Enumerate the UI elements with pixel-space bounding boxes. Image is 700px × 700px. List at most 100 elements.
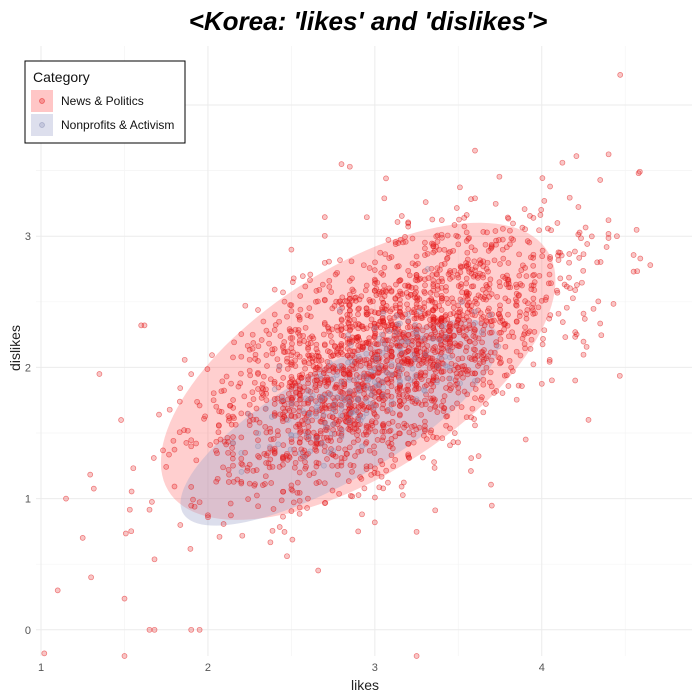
- data-point: [278, 497, 285, 504]
- data-point: [321, 296, 328, 303]
- data-point: [301, 358, 308, 364]
- data-point: [464, 249, 471, 256]
- data-point: [366, 447, 373, 454]
- data-point: [517, 281, 524, 287]
- data-point: [306, 305, 313, 311]
- data-point: [328, 289, 335, 295]
- data-point: [439, 234, 445, 241]
- data-point: [434, 409, 441, 415]
- data-point: [215, 429, 222, 436]
- data-point: [457, 380, 463, 387]
- data-point: [481, 347, 487, 353]
- data-point: [292, 432, 299, 439]
- data-point: [360, 431, 367, 438]
- data-point: [346, 376, 353, 383]
- data-point: [423, 436, 430, 442]
- data-point: [280, 344, 286, 351]
- data-point: [605, 217, 612, 224]
- data-point: [410, 352, 416, 358]
- data-point: [309, 417, 315, 424]
- data-point: [429, 216, 436, 223]
- data-point: [388, 320, 395, 326]
- data-point: [430, 325, 437, 331]
- data-point: [497, 336, 504, 343]
- data-point: [549, 377, 555, 384]
- data-point: [433, 369, 439, 375]
- data-point: [362, 287, 369, 294]
- data-point: [385, 392, 391, 399]
- data-point: [346, 347, 353, 354]
- data-point: [540, 336, 546, 342]
- data-point: [412, 372, 419, 379]
- data-point: [342, 298, 348, 304]
- data-point: [329, 487, 336, 494]
- data-point: [478, 396, 484, 403]
- data-point: [405, 451, 412, 458]
- data-point: [440, 408, 447, 414]
- data-point: [422, 290, 428, 296]
- data-point: [522, 298, 528, 304]
- data-point: [419, 327, 426, 334]
- data-point: [563, 283, 570, 290]
- data-point: [288, 402, 295, 408]
- data-point: [313, 298, 319, 305]
- data-point: [393, 281, 399, 288]
- data-point: [405, 284, 412, 290]
- data-point: [605, 231, 612, 237]
- data-point: [288, 246, 295, 253]
- data-point: [246, 480, 253, 487]
- data-point: [366, 335, 373, 341]
- data-point: [301, 338, 308, 344]
- data-point: [252, 356, 259, 362]
- data-point: [444, 413, 451, 419]
- data-point: [338, 332, 345, 338]
- data-point: [443, 287, 449, 294]
- data-point: [323, 434, 330, 441]
- data-point: [486, 281, 493, 288]
- data-point: [439, 375, 446, 382]
- data-point: [388, 398, 395, 405]
- data-point: [383, 307, 389, 313]
- data-point: [404, 375, 411, 382]
- data-point: [563, 304, 570, 311]
- data-point: [334, 372, 340, 378]
- data-points: [41, 72, 654, 659]
- data-point: [269, 463, 276, 470]
- data-point: [397, 277, 404, 283]
- data-point: [213, 447, 219, 454]
- data-point: [438, 315, 445, 322]
- data-point: [260, 482, 266, 488]
- data-point: [336, 299, 343, 305]
- data-point: [289, 396, 295, 402]
- data-point: [575, 204, 582, 210]
- data-point: [287, 361, 294, 367]
- data-point: [422, 252, 428, 258]
- data-point: [90, 485, 97, 492]
- data-point: [491, 257, 498, 264]
- data-point: [573, 331, 580, 338]
- data-point: [306, 435, 313, 441]
- data-point: [363, 410, 370, 416]
- data-point: [433, 291, 440, 298]
- data-point: [394, 263, 401, 270]
- data-point: [313, 463, 320, 470]
- data-point: [409, 365, 416, 372]
- data-point: [513, 396, 520, 403]
- data-point: [554, 220, 561, 226]
- data-point: [292, 459, 299, 466]
- data-point: [580, 338, 587, 345]
- data-point: [255, 437, 261, 444]
- data-point: [383, 175, 389, 182]
- data-point: [572, 248, 578, 255]
- data-point: [438, 284, 445, 291]
- data-point: [287, 446, 294, 453]
- data-point: [372, 428, 379, 435]
- data-point: [356, 305, 362, 312]
- data-point: [368, 391, 375, 398]
- data-point: [196, 626, 203, 633]
- data-point: [430, 307, 437, 314]
- data-point: [355, 353, 362, 360]
- data-point: [317, 428, 324, 434]
- data-point: [388, 288, 395, 295]
- data-point: [307, 277, 313, 283]
